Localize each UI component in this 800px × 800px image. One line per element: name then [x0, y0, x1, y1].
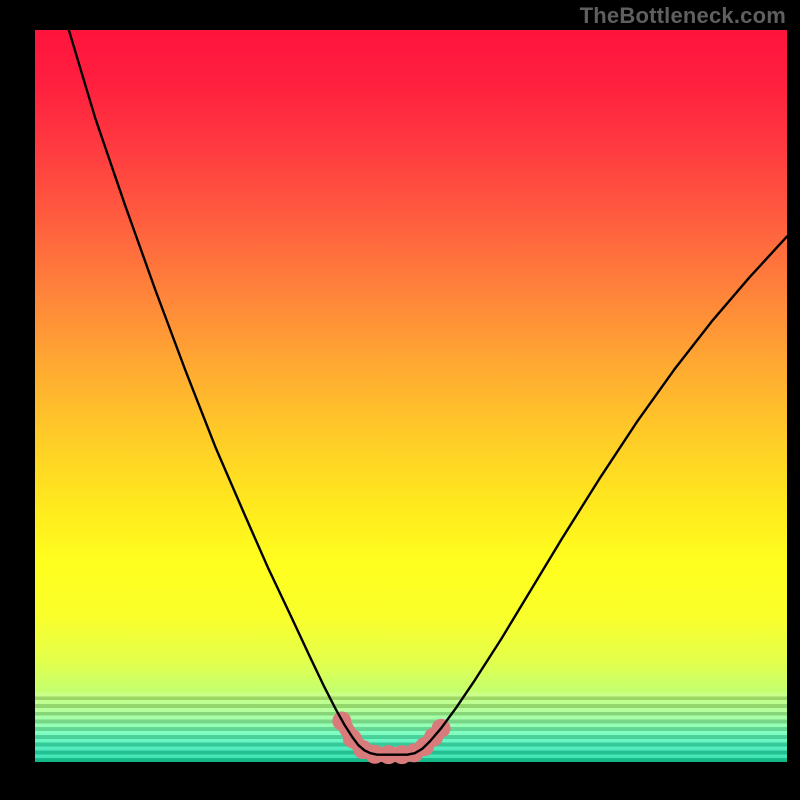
plot-area [35, 30, 787, 762]
watermark-text: TheBottleneck.com [580, 3, 786, 29]
bottleneck-curve [69, 30, 787, 755]
curve-layer [35, 30, 787, 762]
